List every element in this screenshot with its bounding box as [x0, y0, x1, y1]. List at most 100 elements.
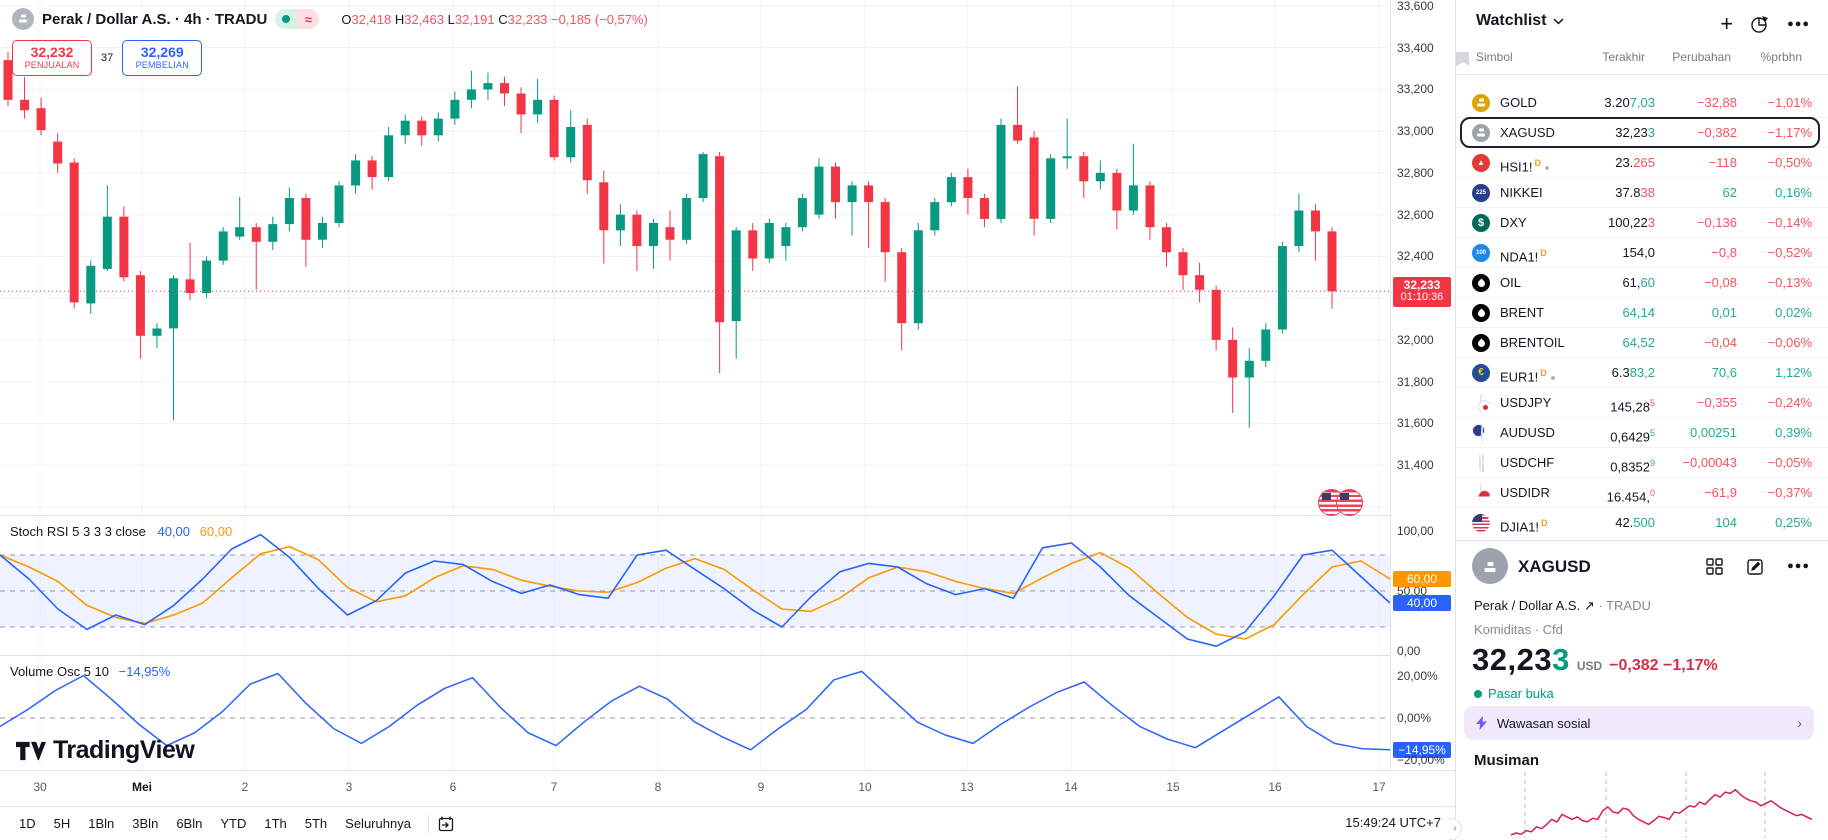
change-value: −0,8	[1711, 245, 1737, 260]
pie-chart-icon[interactable]	[1750, 14, 1770, 34]
range-button-5h[interactable]: 5H	[53, 816, 71, 831]
market-open-status: Pasar buka	[1474, 686, 1554, 701]
watchlist-menu-button[interactable]: ●●●	[1787, 18, 1810, 30]
detail-symbol-name[interactable]: XAGUSD	[1518, 557, 1591, 576]
watchlist-row-brentoil[interactable]: BRENTOIL 64,52 −0,04 −0,06%	[1456, 328, 1828, 358]
change-percent: −1,01%	[1767, 95, 1812, 110]
market-status-pill[interactable]: ≈	[275, 9, 320, 29]
change-percent: −0,52%	[1767, 245, 1812, 260]
change-percent: 1,12%	[1775, 365, 1812, 380]
watchlist-row-audusd[interactable]: AUDUSD 0,64295 0,00251 0,39%	[1456, 418, 1828, 448]
symbol-name: BRENTOIL	[1500, 335, 1565, 350]
stoch-tick: 100,00	[1397, 524, 1434, 538]
sell-button[interactable]: 32,232 PENJUALAN	[12, 40, 92, 76]
price-tick: 32,800	[1397, 165, 1434, 180]
range-button-seluruhnya[interactable]: Seluruhnya	[345, 816, 411, 831]
time-label: 8	[654, 780, 662, 794]
ohlc-values: O32,418 H32,463 L32,191 C32,233 −0,185 (…	[341, 11, 648, 27]
audusd-icon	[1472, 424, 1490, 442]
stoch-d-tag: 60,00	[1393, 571, 1451, 587]
time-label: 16	[1268, 780, 1282, 794]
change-value: −0,00043	[1682, 455, 1737, 470]
flag-marker-icon[interactable]	[1456, 52, 1469, 66]
stoch-rsi-legend[interactable]: Stoch RSI 5 3 3 3 close 40,00 60,00	[10, 524, 233, 539]
watchlist-row-gold[interactable]: GOLD 3.207,03 −32,88 −1,01%	[1456, 88, 1828, 118]
volume-osc-pane[interactable]	[0, 655, 1390, 770]
change-percent: −0,14%	[1767, 215, 1812, 230]
buy-button[interactable]: 32,269 PEMBELIAN	[122, 40, 203, 76]
current-price-tag: 32,233 01:10:36	[1393, 277, 1451, 307]
price-tick: 33,000	[1397, 124, 1434, 139]
watchlist-row-hsi1[interactable]: ▲ HSI1! D 23.265 −118 −0,50%	[1456, 148, 1828, 178]
time-label: 7	[550, 780, 558, 794]
symbol-title[interactable]: Perak / Dollar A.S. · 4h · TRADU	[42, 10, 268, 28]
tradingview-logo: TradingView	[16, 736, 195, 765]
detail-menu-button[interactable]: ●●●	[1787, 560, 1810, 572]
range-button-ytd[interactable]: YTD	[220, 816, 247, 831]
last-price: 16.454,0	[1606, 488, 1655, 505]
vol-osc-tag: −14,95%	[1393, 742, 1451, 758]
symbol-name: NIKKEI	[1500, 185, 1543, 200]
time-label: 6	[449, 780, 457, 794]
time-label: 9	[757, 780, 765, 794]
change-percent: −1,17%	[1767, 125, 1812, 140]
go-to-date-icon[interactable]	[437, 815, 455, 833]
brent-icon	[1472, 304, 1490, 322]
range-button-5th[interactable]: 5Th	[304, 816, 328, 831]
watchlist-row-usdidr[interactable]: USDIDR 16.454,0 −61,9 −0,37%	[1456, 478, 1828, 508]
usdidr-icon	[1472, 484, 1490, 502]
symbol-name: USDIDR	[1500, 485, 1550, 500]
symbol-name: OIL	[1500, 275, 1521, 290]
detail-description[interactable]: Perak / Dollar A.S. ↗ · TRADU	[1474, 598, 1651, 613]
watchlist-title[interactable]: Watchlist	[1476, 12, 1564, 30]
change-value: −32,88	[1696, 95, 1737, 110]
session-flags-icon[interactable]	[1318, 489, 1363, 516]
edit-note-icon[interactable]	[1746, 557, 1765, 576]
usdchf-icon	[1472, 454, 1490, 472]
pane-separator[interactable]	[0, 655, 1455, 656]
watchlist-row-brent[interactable]: BRENT 64,14 0,01 0,02%	[1456, 298, 1828, 328]
nda1!-icon: 100	[1472, 244, 1490, 262]
watchlist-row-usdchf[interactable]: USDCHF 0,83529 −0,00043 −0,05%	[1456, 448, 1828, 478]
watchlist-row-djia1[interactable]: DJIA1! D 42.500 104 0,25%	[1456, 508, 1828, 538]
layout-grid-icon[interactable]	[1705, 557, 1724, 576]
time-axis[interactable]: 30 Mei 2 3 6 7 8 9 10 13 14 15 16 17	[0, 770, 1455, 806]
watchlist-row-eur1[interactable]: € EUR1! D 6.383,2 70,6 1,12%	[1456, 358, 1828, 388]
candlestick-chart[interactable]	[0, 0, 1390, 515]
symbol-name: XAGUSD	[1500, 125, 1555, 140]
change-value: −0,08	[1704, 275, 1737, 290]
change-value: −61,9	[1704, 485, 1737, 500]
time-label: 3	[345, 780, 353, 794]
symbol-name: HSI1! D	[1500, 148, 1550, 182]
watchlist-row-dxy[interactable]: $ DXY 100,223 −0,136 −0,14%	[1456, 208, 1828, 238]
watchlist-row-xagusd[interactable]: XAGUSD 32,233 −0,382 −1,17%	[1456, 117, 1828, 148]
social-insights-button[interactable]: Wawasan sosial ›	[1464, 706, 1814, 740]
change-percent: 0,39%	[1775, 425, 1812, 440]
price-axis[interactable]: 32,233 01:10:36 50,00 60,00 40,00 −14,95…	[1390, 0, 1455, 806]
watchlist-row-oil[interactable]: OIL 61,60 −0,08 −0,13%	[1456, 268, 1828, 298]
symbol-name: DXY	[1500, 215, 1527, 230]
symbol-name: GOLD	[1500, 95, 1537, 110]
watchlist-row-nikkei[interactable]: 225 NIKKEI 37.838 62 0,16%	[1456, 178, 1828, 208]
pane-separator[interactable]	[0, 515, 1455, 516]
range-button-3bln[interactable]: 3Bln	[132, 816, 159, 831]
watchlist-row-usdjpy[interactable]: USDJPY 145,285 −0,355 −0,24%	[1456, 388, 1828, 418]
range-button-1bln[interactable]: 1Bln	[88, 816, 115, 831]
dxy-icon: $	[1472, 214, 1490, 232]
change-percent: −0,05%	[1767, 455, 1812, 470]
range-button-6bln[interactable]: 6Bln	[176, 816, 203, 831]
watchlist-panel: Watchlist + ●●● Simbol Terakhir Perubaha…	[1455, 0, 1828, 840]
symbol-name: DJIA1! D	[1500, 518, 1548, 535]
stoch-rsi-pane[interactable]	[0, 515, 1390, 655]
add-symbol-button[interactable]: +	[1720, 11, 1734, 36]
watchlist-row-nda1[interactable]: 100 NDA1! D 154,0 −0,8 −0,52%	[1456, 238, 1828, 268]
external-link-icon[interactable]: ↗	[1583, 598, 1595, 613]
seasonal-chart[interactable]	[1456, 768, 1828, 840]
lightning-icon	[1476, 716, 1487, 730]
clock[interactable]: 15:49:24 UTC+7	[1345, 815, 1441, 830]
range-button-1th[interactable]: 1Th	[264, 816, 287, 831]
range-button-1d[interactable]: 1D	[19, 816, 36, 831]
change-percent: −0,37%	[1767, 485, 1812, 500]
change-value: 0,01	[1711, 305, 1737, 320]
volume-osc-legend[interactable]: Volume Osc 5 10 −14,95%	[10, 664, 171, 679]
